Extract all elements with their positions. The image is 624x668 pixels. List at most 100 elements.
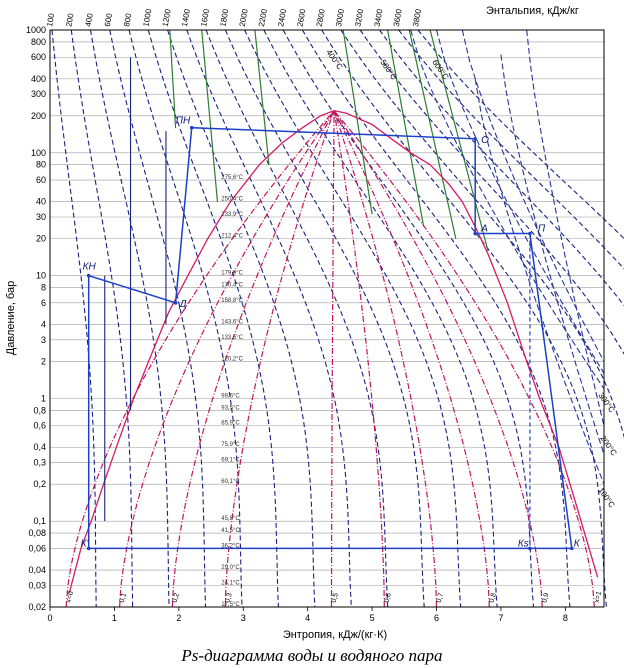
plot-area [50,30,604,607]
dryness-lines [65,110,595,608]
cycle-point-marker [569,546,574,551]
y-tick-label: 20 [36,234,46,244]
enthalpy-tick-label: 1600 [199,8,211,28]
y-tick-label: 30 [36,212,46,222]
plot-frame [49,29,605,608]
enthalpy-tick-label: 2800 [315,8,327,28]
y-tick-label: 4 [41,319,46,329]
x-tick-label: 1 [112,613,117,623]
saturation-temp-label: 250,4°C [221,197,243,203]
cycle-point-label: КН [83,262,97,273]
grid [49,29,604,611]
saturation-temp-label: 24,1°C [221,580,240,586]
saturation-temp-label: 133,5°C [221,335,243,341]
isotherm-line [461,29,605,362]
enthalpy-tick-label: 3600 [392,8,404,28]
saturation-temp-label: 29,0°C [221,565,240,571]
enthalpy-line [167,29,316,608]
enthalpy-line [109,29,207,608]
enthalpy-line [244,29,462,608]
y-tick-label: 60 [36,175,46,185]
y-tick-label: 400 [31,74,46,84]
enthalpy-tick-label: 600 [103,12,114,27]
enthalpy-tick-label: 2000 [238,8,250,28]
x-tick-label: 2 [176,613,181,623]
enthalpy-tick-label: 800 [122,12,133,27]
dryness-label: 0,3 [224,592,233,603]
isochore-line [254,29,270,166]
saturation-temp-label: 60,1°C [221,479,240,485]
enthalpy-line [224,29,425,608]
y-tick-label: 1 [41,393,46,403]
saturation-temp-label: 69,1°C [221,458,240,464]
isotherm-line [526,29,605,426]
enthalpy-lines [51,29,624,608]
cycle-point-marker [86,273,91,278]
saturation-temp-label: 179,9°C [221,271,243,277]
dryness-label: 0,9 [541,592,550,603]
y-axis-title: Давление, бар [5,281,17,355]
dryness-line [224,110,335,608]
enthalpy-tick-label: 1400 [180,8,192,28]
enthalpy-tick-label: 3400 [373,8,385,28]
dryness-label: x=1 [594,591,604,604]
dryness-label: 0,7 [436,592,445,603]
dryness-line [333,110,595,608]
saturation-vapor-line [333,109,599,578]
isochore-line [408,29,457,239]
saturation-temp-label: 143,6°C [221,319,243,325]
saturation-temp-label: 158,8°C [221,298,243,304]
y-tick-label: 0,06 [28,543,46,553]
cycle-point-marker [189,125,194,130]
isochore-line [201,29,219,202]
y-tick-label: 200 [31,111,46,121]
cycle-point-label: ПН [176,116,191,127]
saturation-temp-label: 275,6°C [221,175,243,181]
cycle-point-marker [86,546,91,551]
cycle-point-label: А [480,224,488,235]
cycle-point-label: П [538,224,546,235]
x-tick-label: 0 [47,613,52,623]
y-tick-label: 0,02 [28,602,46,612]
saturation-temp-label: 17,5°C [221,602,240,608]
enthalpy-tick-label: 3000 [334,8,346,28]
cycle-point-marker [473,231,477,236]
y-tick-label: 8 [41,282,46,292]
enthalpy-line [70,29,134,608]
saturation-temp-label: 45,8°C [221,516,240,522]
dryness-line [171,110,335,608]
isotherm-line [500,54,605,455]
chart-labels: 1000800600400300200100806040302010864321… [26,8,619,623]
cycle-point-marker [528,231,532,236]
cycle-point-label: О [481,135,489,146]
y-tick-label: 1000 [26,25,46,35]
isochore-line [387,29,425,227]
enthalpy-tick-label: 3800 [411,8,423,28]
dryness-label: 0,2 [172,592,181,603]
x-tick-label: 8 [563,613,568,623]
saturation-liquid-line [68,109,335,594]
enthalpy-line [340,29,624,439]
dryness-label: 0,8 [489,592,498,603]
cycle-point-label: К [574,538,581,549]
enthalpy-tick-label: 200 [64,12,75,27]
x-tick-label: 3 [241,613,246,623]
x-tick-label: 7 [498,613,503,623]
x-tick-label: 5 [370,613,375,623]
x-axis-title: Энтропия, кДж/(кг·К) [283,629,387,641]
dryness-line [333,110,543,608]
y-tick-label: 800 [31,37,46,47]
enthalpy-line [128,29,243,608]
enthalpy-tick-label: 1000 [141,8,153,28]
dryness-label: 0,5 [331,592,340,603]
enthalpy-tick-label: 400 [84,12,95,27]
saturation-temp-label: 75,9°C [221,442,240,448]
y-tick-label: 80 [36,160,46,170]
isotherm-lines [410,29,605,485]
cycle-point-marker [473,137,477,141]
y-tick-label: 2 [41,356,46,366]
dryness-line [330,110,335,607]
y-tick-label: 100 [31,148,46,158]
enthalpy-line [147,29,279,608]
